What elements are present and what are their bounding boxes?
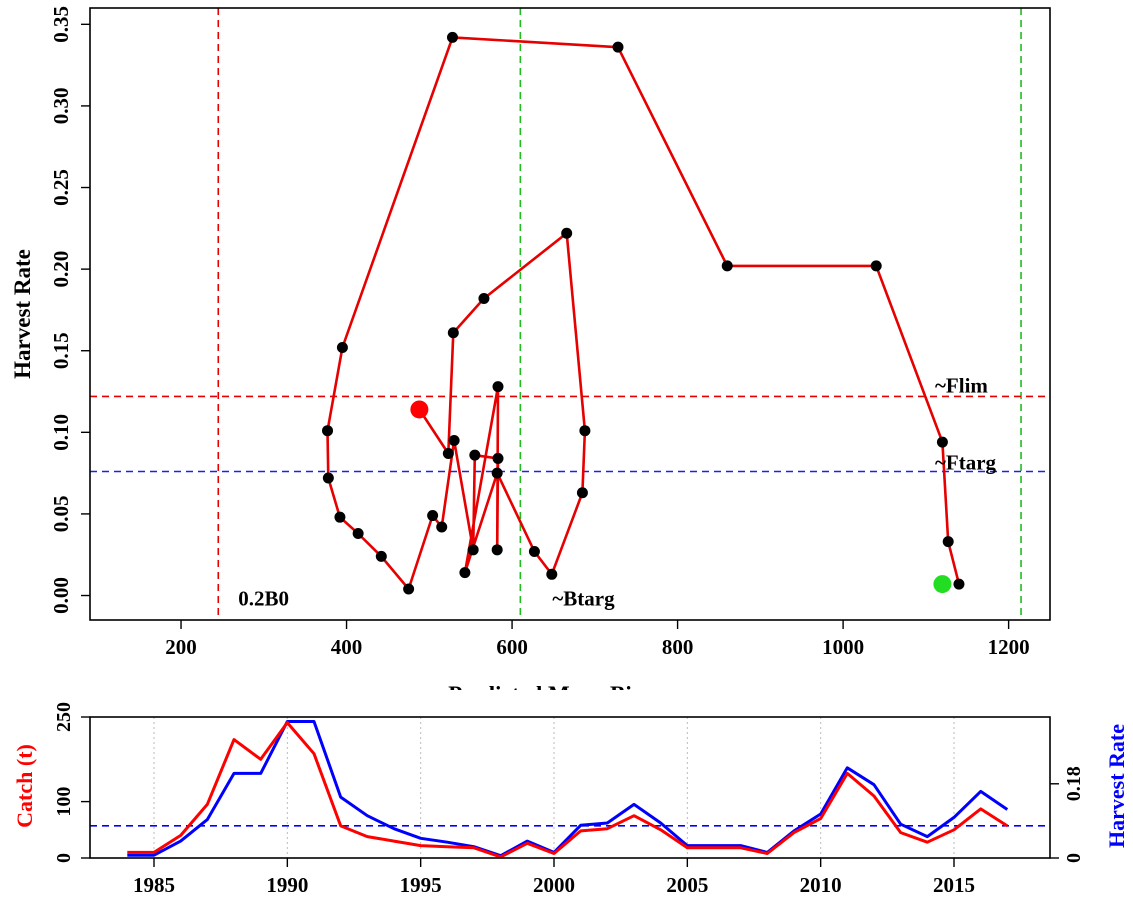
trajectory-point <box>322 425 334 437</box>
y-tick-label: 0.20 <box>49 251 73 288</box>
catch-tick-label: 100 <box>53 787 75 817</box>
reference-line-labels: 0.2B0 ~Btarg ~Flim ~Ftarg <box>238 373 996 610</box>
x-tick-label: 1200 <box>988 635 1030 659</box>
trajectory-point <box>612 41 624 53</box>
trajectory-point <box>336 341 348 353</box>
trajectory-point <box>352 528 364 540</box>
x-tick-label: 400 <box>331 635 363 659</box>
y-axis-label: Harvest Rate <box>10 249 35 379</box>
trajectory-point <box>576 487 588 499</box>
trajectory-point <box>446 31 458 43</box>
year-tick-label: 2005 <box>666 873 708 897</box>
trajectory-point <box>492 452 504 464</box>
trajectory-point <box>561 227 573 239</box>
y-tick-label: 0.15 <box>49 332 73 369</box>
year-tick-label: 2010 <box>800 873 842 897</box>
trajectory-point <box>579 425 591 437</box>
catch-line <box>127 721 1009 859</box>
trajectory-point <box>936 436 948 448</box>
trajectory-point <box>447 327 459 339</box>
catch-tick-label: 250 <box>53 702 75 732</box>
trajectory-point <box>478 292 490 304</box>
year-tick-label: 2015 <box>933 873 975 897</box>
time-series-lines <box>127 720 1009 859</box>
phase-plot-tick-labels: 200 400 600 800 1000 1200 0.00 0.05 0.10 0.15 0.20… <box>49 6 1030 659</box>
reference-label-02b0: 0.2B0 <box>238 587 289 611</box>
x-tick-label: 1000 <box>822 635 864 659</box>
year-tick-label: 2000 <box>533 873 575 897</box>
y-tick-label: 0.35 <box>49 6 73 43</box>
trajectory-point <box>491 467 503 479</box>
time-series-axes <box>81 716 1059 867</box>
plot-frame <box>89 7 1051 621</box>
trajectory-point <box>427 510 439 522</box>
trajectory-point <box>942 536 954 548</box>
trajectory-line <box>326 36 961 591</box>
trajectory-points <box>322 31 965 595</box>
trajectory-point <box>953 578 965 590</box>
harvest-rate-tick-label: 0.18 <box>1063 766 1085 801</box>
y-tick-label: 0.25 <box>49 169 73 206</box>
trajectory-point <box>448 434 460 446</box>
reference-label-ftarg: ~Ftarg <box>935 450 997 474</box>
trajectory-point <box>492 381 504 393</box>
y-tick-label: 0.05 <box>49 496 73 533</box>
trajectory-point <box>334 511 346 523</box>
trajectory-point <box>528 545 540 557</box>
reference-label-btarg: ~Btarg <box>552 587 615 611</box>
trajectory-point <box>870 260 882 272</box>
phase-plot-axes <box>81 7 1051 629</box>
time-series-grid <box>153 717 955 858</box>
trajectory-point <box>721 260 733 272</box>
time-series-plot: 1985 1990 1995 2000 2005 2010 2015 0 100 250 0 0.18… <box>12 702 1129 897</box>
x-tick-label: 800 <box>662 635 694 659</box>
harvest-rate-line <box>127 720 1009 858</box>
y-tick-label: 0.10 <box>49 414 73 451</box>
trajectory-point <box>546 568 558 580</box>
trajectory-series <box>326 36 961 591</box>
start-point <box>410 400 429 419</box>
y-tick-label: 0.00 <box>49 577 73 614</box>
year-tick-label: 1985 <box>133 873 175 897</box>
trajectory-point <box>459 567 471 579</box>
y-tick-label: 0.30 <box>49 88 73 125</box>
year-tick-label: 1995 <box>400 873 442 897</box>
trajectory-point <box>322 472 334 484</box>
x-tick-label: 200 <box>165 635 197 659</box>
end-point <box>933 575 952 594</box>
time-series-tick-labels: 1985 1990 1995 2000 2005 2010 2015 0 100 250 0 0.18 <box>53 702 1085 897</box>
year-tick-label: 1990 <box>266 873 308 897</box>
trajectory-point <box>436 521 448 533</box>
x-tick-label: 600 <box>496 635 528 659</box>
harvest-rate-tick-label: 0 <box>1063 853 1085 863</box>
trajectory-point <box>467 544 479 556</box>
trajectory-point <box>442 448 454 460</box>
x-axis-label: Predicted Mean Biomass <box>448 682 692 690</box>
catch-axis-label: Catch (t) <box>12 744 37 828</box>
trajectory-point <box>469 449 481 461</box>
trajectory-point <box>403 583 415 595</box>
phase-plot: 200 400 600 800 1000 1200 0.00 0.05 0.10 0.15 0.20… <box>10 6 1051 690</box>
reference-label-flim: ~Flim <box>935 373 988 397</box>
time-series-frame <box>89 716 1051 859</box>
harvest-rate-axis-label: Harvest Rate <box>1104 724 1129 848</box>
trajectory-point <box>491 544 503 556</box>
catch-tick-label: 0 <box>53 853 75 863</box>
trajectory-point <box>375 550 387 562</box>
reference-lines <box>90 8 1050 620</box>
